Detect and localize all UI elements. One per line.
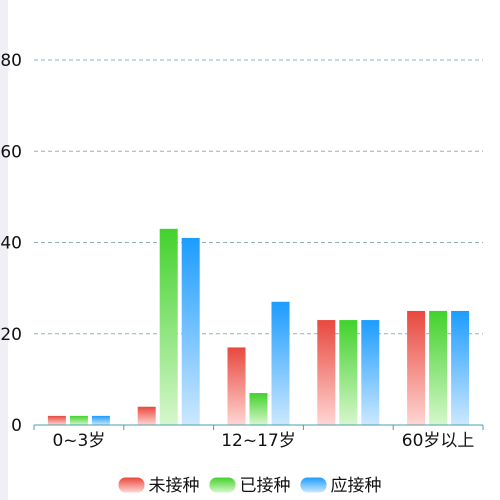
legend-label: 未接种: [149, 476, 200, 496]
y-tick-label: 60: [0, 142, 22, 162]
legend-swatch: [209, 477, 236, 493]
bar-应接种-3[interactable]: [361, 320, 380, 425]
legend-item-已接种[interactable]: 已接种: [209, 476, 291, 496]
bar-未接种-1[interactable]: [137, 406, 156, 425]
legend-item-应接种[interactable]: 应接种: [300, 476, 381, 496]
y-tick-label: 0: [11, 416, 22, 436]
legend-swatch: [300, 477, 327, 493]
legend-swatch: [118, 477, 145, 493]
bar-应接种-4[interactable]: [451, 310, 470, 425]
bar-未接种-4[interactable]: [407, 310, 426, 425]
bar-已接种-2[interactable]: [249, 393, 268, 425]
legend-label: 应接种: [330, 476, 381, 496]
bar-未接种-3[interactable]: [317, 320, 336, 425]
legend: 未接种 已接种 应接种: [118, 476, 381, 496]
x-axis: 0~3岁 12~17岁 60岁以上: [33, 424, 484, 451]
y-tick-label: 20: [0, 325, 22, 345]
x-tick-label: 12~17岁: [221, 431, 296, 451]
legend-label: 已接种: [240, 476, 291, 496]
gridlines: [34, 59, 483, 335]
bar-应接种-0[interactable]: [91, 415, 110, 425]
bar-应接种-2[interactable]: [271, 301, 290, 425]
bar-未接种-2[interactable]: [227, 347, 246, 425]
bar-未接种-0[interactable]: [47, 415, 66, 425]
y-axis-ticks: 0 20 40 60 80: [0, 51, 22, 436]
bar-已接种-3[interactable]: [339, 320, 358, 425]
y-tick-label: 80: [0, 51, 22, 71]
bar-应接种-1[interactable]: [181, 237, 200, 425]
bar-已接种-1[interactable]: [159, 228, 178, 425]
bar-已接种-4[interactable]: [429, 310, 448, 425]
bars: [47, 228, 470, 425]
y-tick-label: 40: [0, 234, 22, 254]
left-panel-strip: [0, 0, 8, 500]
bar-已接种-0[interactable]: [69, 415, 88, 425]
x-tick-label: 60岁以上: [402, 431, 475, 451]
x-tick-label: 0~3岁: [52, 431, 105, 451]
legend-item-未接种[interactable]: 未接种: [118, 476, 200, 496]
